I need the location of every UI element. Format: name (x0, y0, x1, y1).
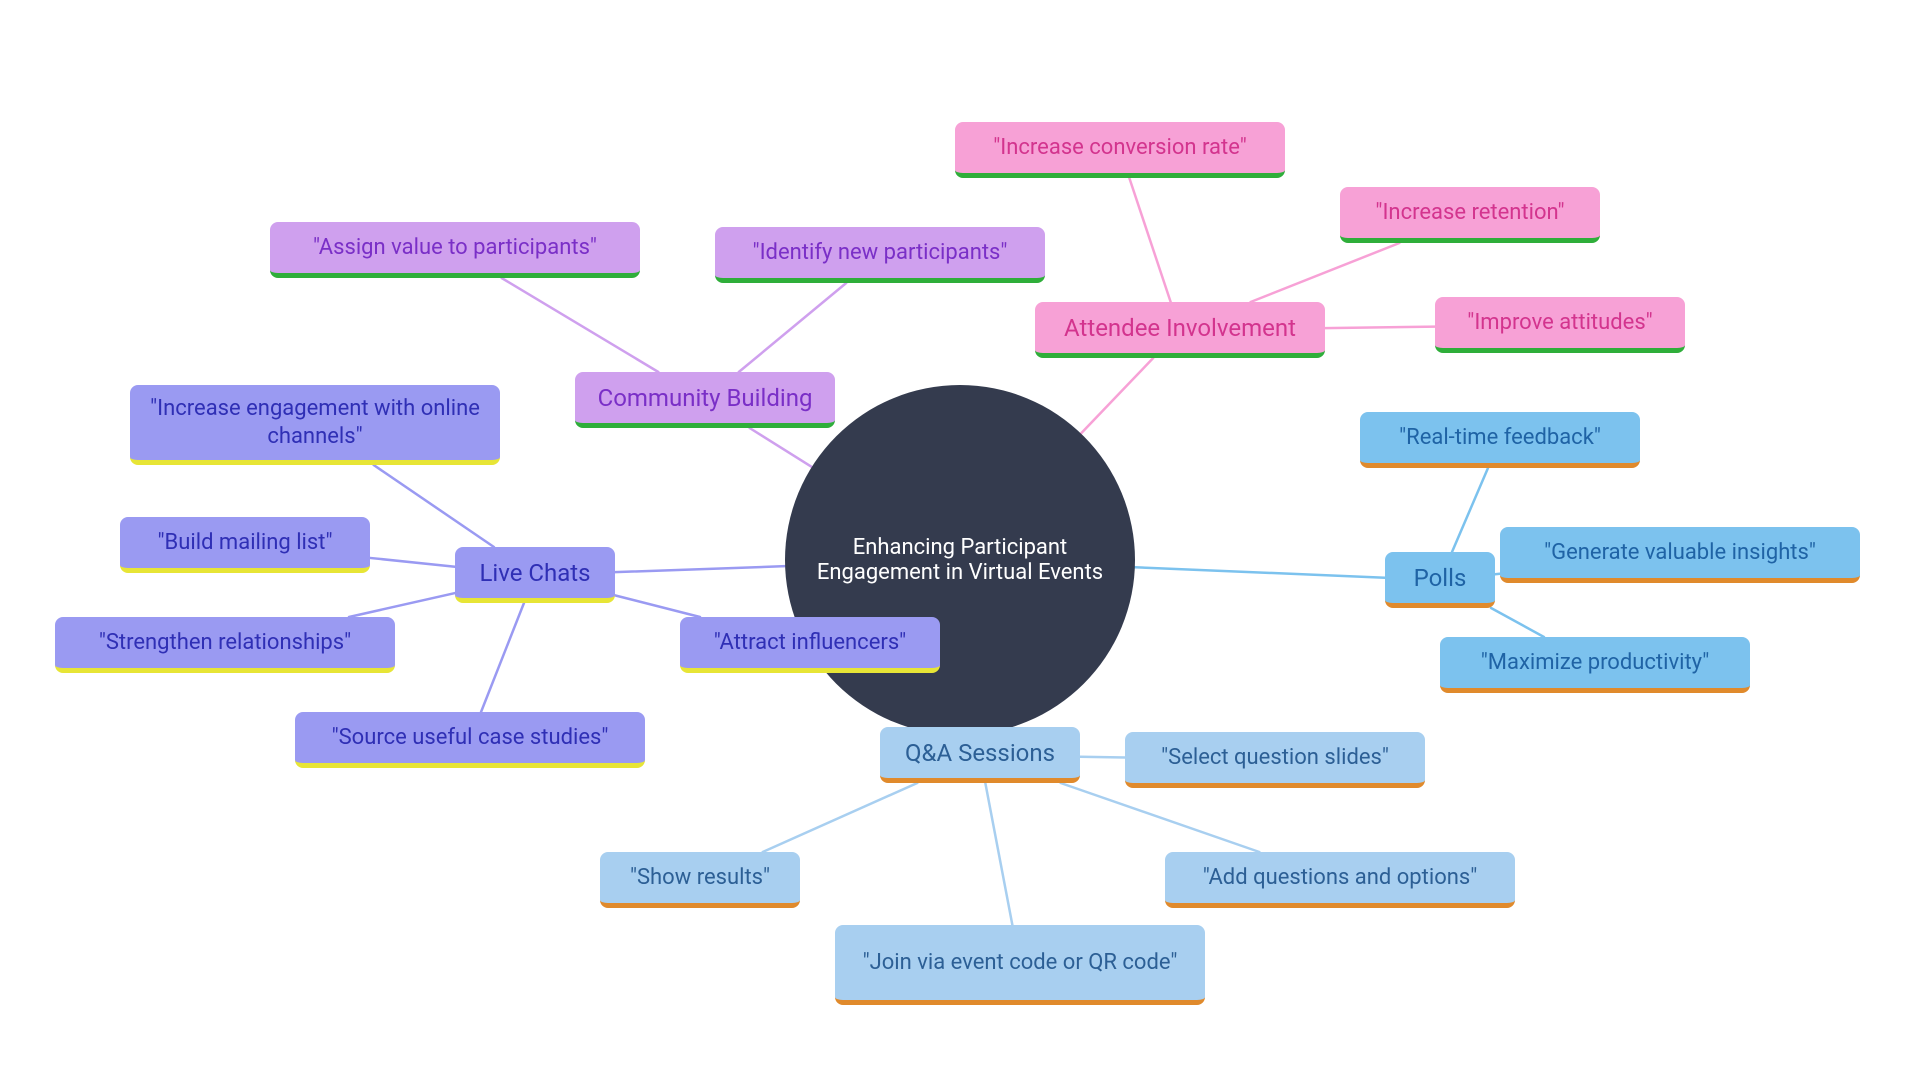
center-topic: Enhancing Participant Engagement in Virt… (785, 385, 1135, 735)
leaf-node: "Identify new participants" (715, 227, 1045, 283)
leaf-node: "Build mailing list" (120, 517, 370, 573)
leaf-node: "Assign value to participants" (270, 222, 640, 278)
leaf-node: "Improve attitudes" (1435, 297, 1685, 353)
leaf-node: "Source useful case studies" (295, 712, 645, 768)
hub-node: Polls (1385, 552, 1495, 608)
leaf-node: "Maximize productivity" (1440, 637, 1750, 693)
hub-node: Community Building (575, 372, 835, 428)
leaf-node: "Join via event code or QR code" (835, 925, 1205, 1005)
leaf-node: "Generate valuable insights" (1500, 527, 1860, 583)
leaf-node: "Increase engagement with online channel… (130, 385, 500, 465)
leaf-node: "Increase conversion rate" (955, 122, 1285, 178)
leaf-node: "Strengthen relationships" (55, 617, 395, 673)
leaf-node: "Select question slides" (1125, 732, 1425, 788)
hub-node: Q&A Sessions (880, 727, 1080, 783)
leaf-node: "Add questions and options" (1165, 852, 1515, 908)
leaf-node: "Increase retention" (1340, 187, 1600, 243)
hub-node: Live Chats (455, 547, 615, 603)
hub-node: Attendee Involvement (1035, 302, 1325, 358)
leaf-node: "Attract influencers" (680, 617, 940, 673)
leaf-node: "Real-time feedback" (1360, 412, 1640, 468)
mindmap-stage: Enhancing Participant Engagement in Virt… (0, 0, 1920, 1080)
leaf-node: "Show results" (600, 852, 800, 908)
